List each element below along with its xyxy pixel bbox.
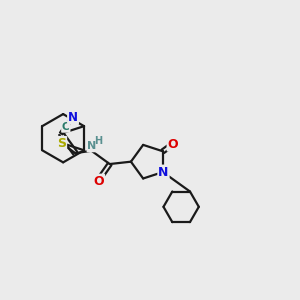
Text: O: O	[168, 137, 178, 151]
Text: S: S	[57, 137, 66, 150]
Text: O: O	[94, 175, 104, 188]
Text: N: N	[158, 166, 169, 178]
Text: N: N	[68, 111, 78, 124]
Text: N: N	[87, 141, 97, 152]
Text: C: C	[62, 122, 70, 132]
Text: H: H	[94, 136, 102, 146]
